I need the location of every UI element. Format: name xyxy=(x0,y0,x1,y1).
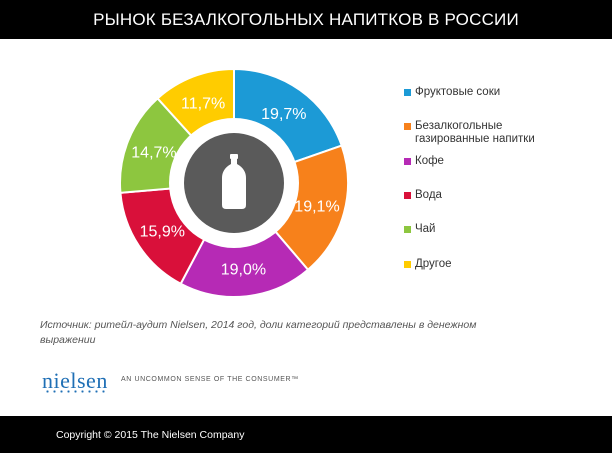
slice-data-label: 15,9% xyxy=(140,224,185,241)
source-note: Источник: ритейл-аудит Nielsen, 2014 год… xyxy=(40,319,477,346)
legend-label: Чай xyxy=(415,223,436,235)
legend-item: Вода xyxy=(404,189,442,202)
logo-tagline: AN UNCOMMON SENSE OF THE CONSUMER™ xyxy=(121,376,299,383)
legend-label: Другое xyxy=(415,258,452,270)
legend-item: Другое xyxy=(404,258,452,271)
legend-swatch xyxy=(404,192,411,199)
slice-data-label: 14,7% xyxy=(131,144,176,161)
page-title: РЫНОК БЕЗАЛКОГОЛЬНЫХ НАПИТКОВ В РОССИИ xyxy=(0,0,612,39)
legend-swatch xyxy=(404,158,411,165)
legend-label: Кофе xyxy=(415,155,444,167)
legend-label: газированные напитки xyxy=(415,133,535,145)
slice-data-label: 19,0% xyxy=(221,261,266,278)
logo-dots xyxy=(44,390,106,393)
legend-item: Чай xyxy=(404,223,435,236)
footer-bar: Copyright © 2015 The Nielsen Company xyxy=(0,416,612,453)
slice-data-label: 11,7% xyxy=(181,96,225,113)
legend-swatch xyxy=(404,123,411,130)
copyright-text: Copyright © 2015 The Nielsen Company xyxy=(56,429,245,441)
legend-label: Фруктовые соки xyxy=(415,86,501,98)
legend-label: Вода xyxy=(415,189,442,201)
slice-data-label: 19,1% xyxy=(294,199,339,216)
legend-swatch xyxy=(404,89,411,96)
legend-item: Кофе xyxy=(404,155,444,168)
nielsen-logo: nielsen xyxy=(42,368,108,393)
legend-label: Безалкогольные xyxy=(415,120,503,132)
bottle-icon xyxy=(222,154,246,209)
legend-swatch xyxy=(404,261,411,268)
legend-swatch xyxy=(404,226,411,233)
legend-item: Фруктовые соки xyxy=(404,86,500,99)
legend-item: Безалкогольные газированные напитки xyxy=(404,120,535,146)
slice-data-label: 19,7% xyxy=(261,106,306,123)
